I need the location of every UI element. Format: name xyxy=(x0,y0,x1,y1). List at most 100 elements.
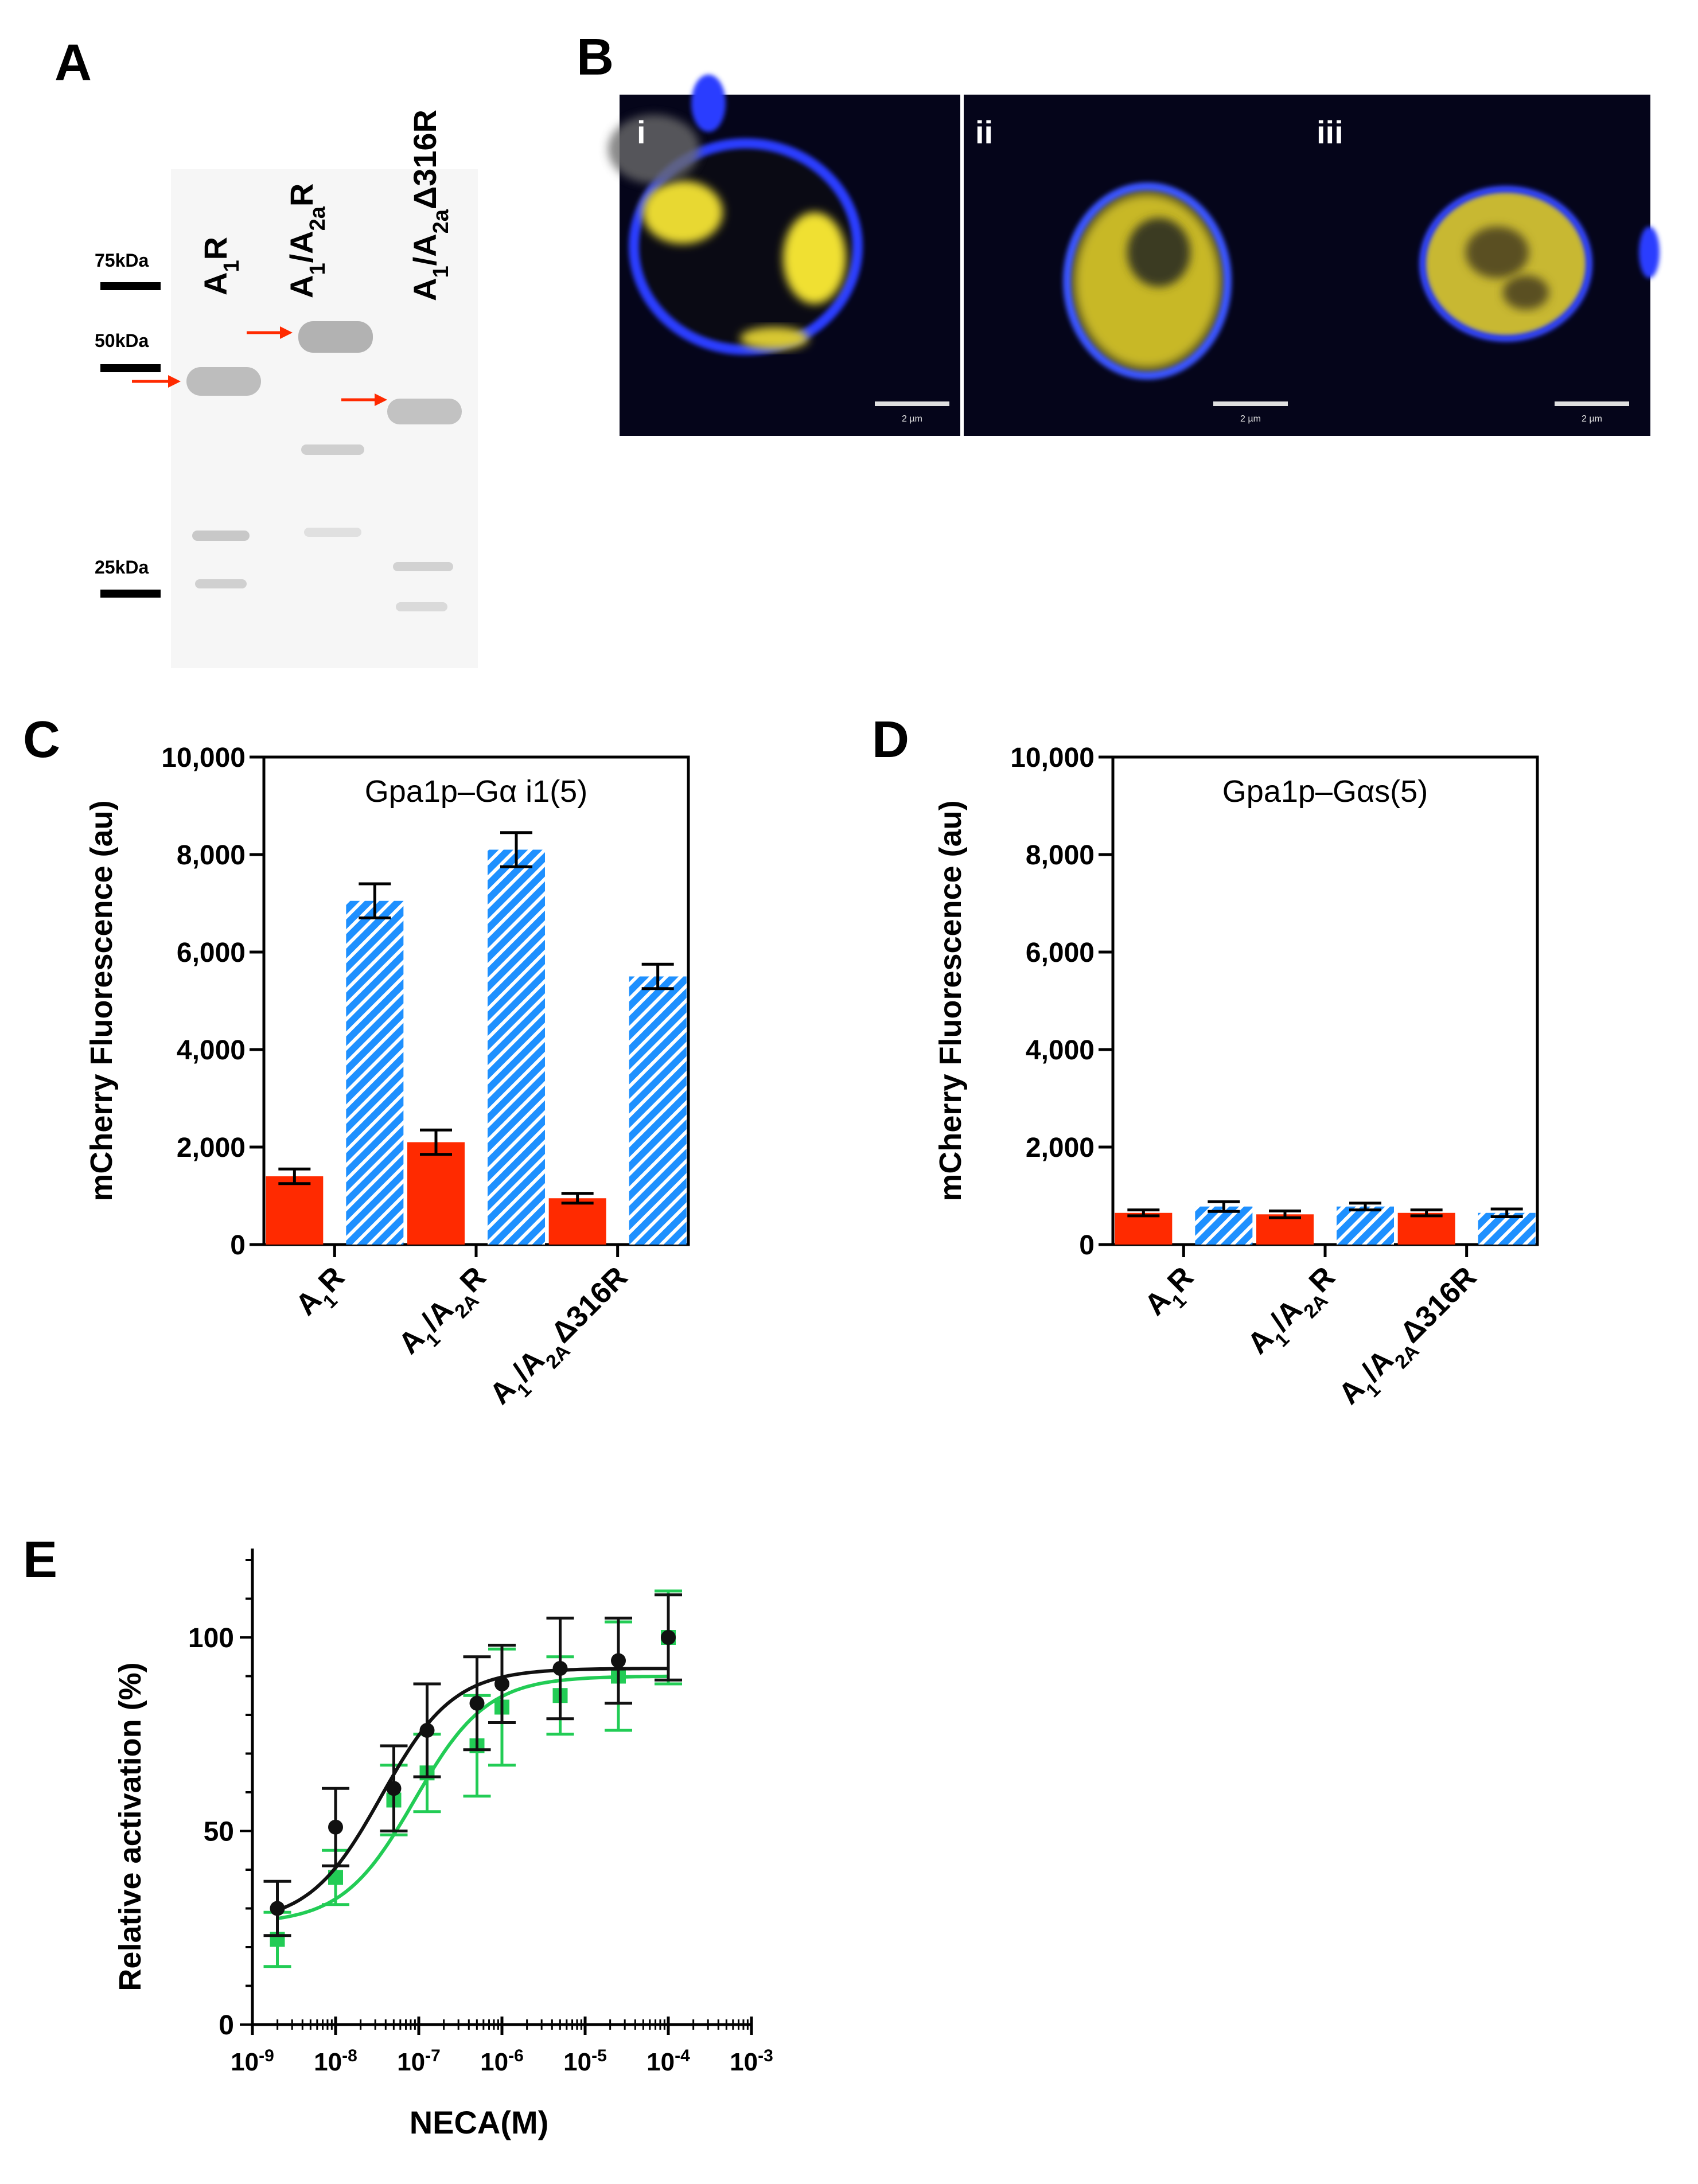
y-tick-label: 2,000 xyxy=(177,1133,246,1163)
bar-basal xyxy=(548,1198,606,1245)
y-tick-label: 8,000 xyxy=(1026,840,1095,871)
scale-bar-iii xyxy=(1555,401,1629,406)
cell-ii xyxy=(1063,182,1232,380)
arrow-head-2 xyxy=(375,393,387,406)
lane-label-2: A1/A2aΔ316R xyxy=(407,110,453,301)
plot-frame xyxy=(1111,755,1539,1246)
point-black xyxy=(419,1723,435,1738)
panel-label-e: E xyxy=(23,1531,57,1589)
arrow-head-0 xyxy=(168,375,181,388)
category-label-0: A1R xyxy=(289,1260,357,1328)
x-tick-label: 10-5 xyxy=(563,2046,607,2077)
band-arrows xyxy=(132,326,387,406)
band-a1r-main xyxy=(186,367,261,396)
bar-basal xyxy=(266,1176,324,1245)
y-tick-label: 100 xyxy=(188,1623,234,1653)
category-label-2: A1/A2AΔ316R xyxy=(484,1260,640,1417)
chart-title: Gpa1p–Gα i1(5) xyxy=(365,774,587,809)
y-tick-label: 10,000 xyxy=(161,743,246,773)
point-black xyxy=(661,1630,676,1645)
band-delta-main xyxy=(387,399,462,424)
bar-basal xyxy=(407,1142,465,1245)
fit-curve-green xyxy=(277,1674,668,1920)
y-tick-label: 50 xyxy=(204,1817,234,1847)
bar-agonist xyxy=(346,900,404,1245)
panel-d-bar-chart: D 0 2,000 4,000 6,000 8,000 10,000 Gpa1p–Gαs(5)… xyxy=(872,711,1539,1417)
x-tick-label: 10-4 xyxy=(647,2046,690,2077)
y-tick-label: 0 xyxy=(1079,1230,1095,1261)
x-tick-label: 10-8 xyxy=(314,2046,357,2077)
panel-a-western-blot: A 75kDa 50kDa 25kDa A1R A1/A2aR A1/A2aΔ316… xyxy=(54,34,478,668)
scale-label-iii: 2 µm xyxy=(1582,414,1602,424)
category-label-2: A1/A2AΔ316R xyxy=(1333,1260,1489,1417)
bar-agonist xyxy=(1337,1206,1394,1245)
panel-label-b: B xyxy=(577,29,614,86)
panel-c-bar-chart: C 0 2,000 4,000 6,000 8,000 10,000 Gpa1p–Gα i1(… xyxy=(23,711,690,1417)
y-tick-label: 0 xyxy=(230,1230,246,1261)
y-axis-label: Relative activation (%) xyxy=(113,1662,147,1991)
scale-label-i: 2 µm xyxy=(902,414,922,424)
marker-75kda-tick xyxy=(100,282,161,290)
lane-label-1: A1/A2aR xyxy=(283,184,330,298)
band-delta-lower xyxy=(393,562,453,571)
band-a1r-lower xyxy=(192,531,250,541)
point-black xyxy=(494,1676,509,1691)
cell-i xyxy=(608,75,863,355)
point-black xyxy=(328,1819,343,1835)
y-tick-label: 4,000 xyxy=(1026,1035,1095,1066)
arrow-head-1 xyxy=(280,326,293,339)
bar-basal xyxy=(1115,1212,1173,1245)
x-tick-label: 10-3 xyxy=(730,2046,773,2077)
y-tick-label: 2,000 xyxy=(1026,1133,1095,1163)
micrograph-divider xyxy=(960,95,964,436)
category-label-0: A1R xyxy=(1138,1260,1206,1328)
bar-agonist xyxy=(488,849,545,1245)
scale-bar-ii xyxy=(1213,401,1288,406)
image-label-iii: iii xyxy=(1317,114,1343,150)
bar-basal xyxy=(1256,1214,1314,1245)
panel-e-dose-response: E 0 50 100 10-9 10-8 10-7 10-6 10-5 10-4 10-3 NECA(… xyxy=(23,1531,773,2140)
bar-agonist xyxy=(629,976,687,1245)
y-tick-label: 0 xyxy=(219,2010,234,2041)
x-tick-label: 10-6 xyxy=(480,2046,524,2077)
point-black xyxy=(611,1653,626,1668)
plot-frame xyxy=(262,755,690,1246)
y-tick-label: 10,000 xyxy=(1010,743,1095,773)
band-a1a2ar-low xyxy=(304,528,361,537)
point-black xyxy=(386,1781,402,1796)
x-tick-label: 10-9 xyxy=(231,2046,274,2077)
cell-iii xyxy=(1419,186,1660,342)
y-tick-label: 4,000 xyxy=(177,1035,246,1066)
y-axis-label: mCherry Fluorescence (au) xyxy=(933,800,968,1201)
marker-50kda: 50kDa xyxy=(95,330,149,351)
panel-label-c: C xyxy=(23,711,60,769)
band-a1a2ar-main xyxy=(298,321,373,353)
panel-label-a: A xyxy=(54,34,92,92)
scale-label-ii: 2 µm xyxy=(1240,414,1261,424)
fit-curve-black xyxy=(276,1667,668,1912)
x-tick-label: 10-7 xyxy=(397,2046,441,2077)
lane-label-0: A1R xyxy=(197,237,244,295)
panel-b-microscopy: B i 2 µm ii 2 µm xyxy=(577,29,1660,436)
y-tick-label: 6,000 xyxy=(1026,938,1095,968)
band-a1a2ar-lower xyxy=(301,444,364,455)
point-black xyxy=(469,1695,485,1711)
marker-50kda-tick xyxy=(100,364,161,372)
lane-labels: A1R A1/A2aR A1/A2aΔ316R xyxy=(197,110,453,301)
category-label-1: A1/A2AR xyxy=(1241,1260,1348,1366)
y-tick-label: 6,000 xyxy=(177,938,246,968)
point-black xyxy=(552,1661,568,1676)
point-black xyxy=(270,1901,285,1916)
marker-75kda: 75kDa xyxy=(95,250,149,271)
scale-bar-i xyxy=(875,401,949,406)
y-tick-label: 8,000 xyxy=(177,840,246,871)
band-delta-low xyxy=(396,602,447,611)
marker-25kda: 25kDa xyxy=(95,557,149,578)
x-axis-label: NECA(M) xyxy=(410,2104,549,2140)
bar-agonist xyxy=(1195,1206,1253,1245)
panel-label-d: D xyxy=(872,711,909,769)
y-axis-label: mCherry Fluorescence (au) xyxy=(84,800,119,1201)
image-label-i: i xyxy=(637,114,646,150)
category-label-1: A1/A2AR xyxy=(392,1260,499,1366)
